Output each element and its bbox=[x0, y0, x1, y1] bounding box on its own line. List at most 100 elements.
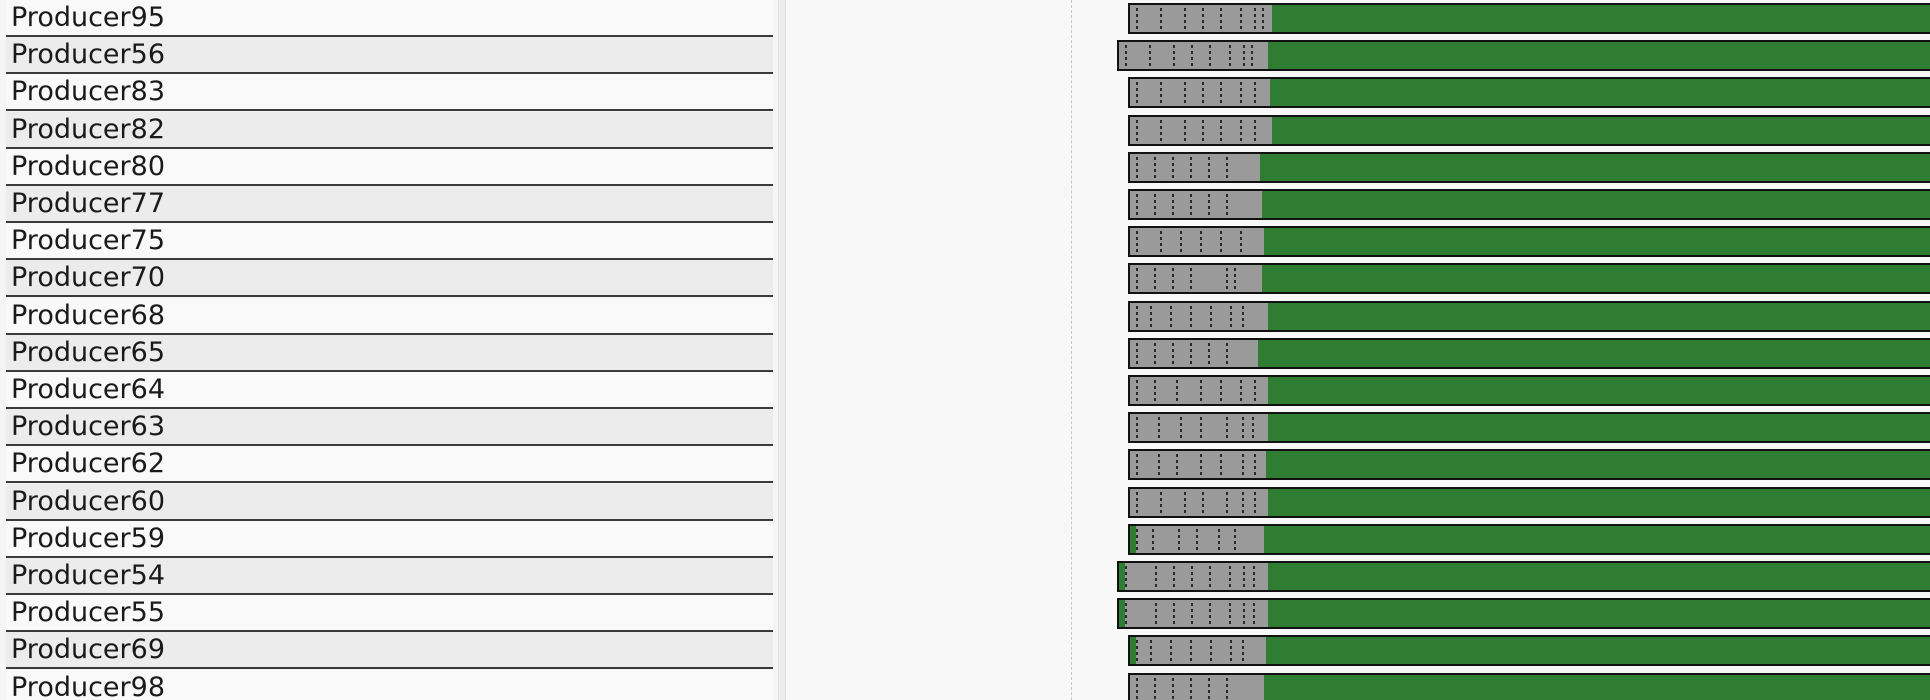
producer-row[interactable]: Producer60 bbox=[6, 484, 773, 521]
event-tick bbox=[1176, 454, 1178, 475]
pane-splitter[interactable] bbox=[778, 0, 786, 700]
producer-activity-bar[interactable] bbox=[1128, 375, 1930, 406]
waiting-segment bbox=[1130, 228, 1264, 255]
event-tick bbox=[1254, 454, 1256, 475]
producer-activity-bar[interactable] bbox=[1128, 524, 1930, 555]
event-tick bbox=[1202, 82, 1204, 103]
producer-row[interactable]: Producer56 bbox=[6, 37, 773, 74]
event-tick bbox=[1158, 417, 1160, 438]
waiting-segment bbox=[1130, 526, 1264, 553]
producer-row[interactable]: Producer98 bbox=[6, 670, 773, 700]
producer-row[interactable]: Producer59 bbox=[6, 521, 773, 558]
event-tick bbox=[1209, 566, 1211, 587]
producer-activity-bar[interactable] bbox=[1128, 226, 1930, 257]
producer-activity-bar[interactable] bbox=[1117, 598, 1930, 629]
producer-activity-bar[interactable] bbox=[1128, 77, 1930, 108]
event-tick bbox=[1136, 417, 1138, 438]
producer-row[interactable]: Producer75 bbox=[6, 223, 773, 260]
event-tick bbox=[1202, 8, 1204, 29]
producer-row[interactable]: Producer77 bbox=[6, 186, 773, 223]
producer-name-list: Producer95 Producer56 Producer83 Producer82… bbox=[0, 0, 778, 700]
event-tick bbox=[1208, 194, 1210, 215]
producer-activity-bar[interactable] bbox=[1128, 152, 1930, 183]
waiting-segment bbox=[1130, 377, 1268, 404]
event-tick bbox=[1180, 417, 1182, 438]
event-tick bbox=[1218, 529, 1220, 550]
producer-row[interactable]: Producer65 bbox=[6, 335, 773, 372]
event-tick bbox=[1253, 566, 1255, 587]
producer-row[interactable]: Producer62 bbox=[6, 446, 773, 483]
event-tick bbox=[1243, 45, 1245, 66]
producer-row[interactable]: Producer54 bbox=[6, 558, 773, 595]
event-tick bbox=[1191, 45, 1193, 66]
producer-row[interactable]: Producer80 bbox=[6, 149, 773, 186]
event-tick bbox=[1190, 343, 1192, 364]
producer-activity-bar[interactable] bbox=[1128, 263, 1930, 294]
producer-activity-bar[interactable] bbox=[1128, 301, 1930, 332]
producer-name-label: Producer77 bbox=[11, 188, 165, 219]
event-tick bbox=[1184, 492, 1186, 513]
event-tick bbox=[1254, 492, 1256, 513]
event-tick bbox=[1184, 8, 1186, 29]
producer-name-label: Producer56 bbox=[11, 39, 165, 70]
event-tick bbox=[1220, 454, 1222, 475]
waiting-segment bbox=[1130, 340, 1258, 367]
event-tick bbox=[1229, 603, 1231, 624]
event-tick bbox=[1180, 231, 1182, 252]
event-tick bbox=[1136, 492, 1138, 513]
producer-row[interactable]: Producer68 bbox=[6, 298, 773, 335]
producer-name-label: Producer75 bbox=[11, 225, 165, 256]
producer-activity-bar[interactable] bbox=[1128, 635, 1930, 666]
waiting-segment bbox=[1130, 414, 1268, 441]
event-tick bbox=[1226, 343, 1228, 364]
producer-activity-bar[interactable] bbox=[1117, 40, 1930, 71]
producer-activity-bar[interactable] bbox=[1128, 3, 1930, 34]
active-lead-segment bbox=[1130, 526, 1136, 553]
event-tick bbox=[1220, 380, 1222, 401]
producer-activity-bar[interactable] bbox=[1128, 189, 1930, 220]
event-tick bbox=[1149, 45, 1151, 66]
producer-row[interactable]: Producer55 bbox=[6, 595, 773, 632]
event-tick bbox=[1172, 157, 1174, 178]
active-lead-segment bbox=[1119, 600, 1125, 627]
producer-activity-bar[interactable] bbox=[1117, 561, 1930, 592]
producer-row[interactable]: Producer82 bbox=[6, 112, 773, 149]
event-tick bbox=[1240, 120, 1242, 141]
waiting-segment bbox=[1119, 600, 1268, 627]
waiting-segment bbox=[1119, 42, 1268, 69]
producer-name-label: Producer82 bbox=[11, 114, 165, 145]
producer-activity-bar[interactable] bbox=[1128, 673, 1930, 700]
event-tick bbox=[1136, 8, 1138, 29]
event-tick bbox=[1210, 306, 1212, 327]
waiting-segment bbox=[1130, 265, 1262, 292]
event-tick bbox=[1226, 194, 1228, 215]
producer-name-label: Producer63 bbox=[11, 411, 165, 442]
event-tick bbox=[1172, 343, 1174, 364]
producer-activity-bar[interactable] bbox=[1128, 487, 1930, 518]
event-tick bbox=[1240, 380, 1242, 401]
producer-activity-bar[interactable] bbox=[1128, 412, 1930, 443]
event-tick bbox=[1230, 640, 1232, 661]
producer-activity-bar[interactable] bbox=[1128, 115, 1930, 146]
event-tick bbox=[1242, 306, 1244, 327]
producer-row[interactable]: Producer83 bbox=[6, 74, 773, 111]
event-tick bbox=[1136, 454, 1138, 475]
producer-row[interactable]: Producer69 bbox=[6, 632, 773, 669]
producer-activity-bar[interactable] bbox=[1128, 338, 1930, 369]
producer-row[interactable]: Producer95 bbox=[6, 0, 773, 37]
event-tick bbox=[1154, 157, 1156, 178]
event-tick bbox=[1226, 417, 1228, 438]
producer-row[interactable]: Producer70 bbox=[6, 260, 773, 297]
event-tick bbox=[1136, 268, 1138, 289]
event-tick bbox=[1190, 306, 1192, 327]
event-tick bbox=[1136, 194, 1138, 215]
active-lead-segment bbox=[1119, 563, 1125, 590]
time-guide-line bbox=[1071, 0, 1072, 700]
producer-activity-bar[interactable] bbox=[1128, 449, 1930, 480]
event-tick bbox=[1202, 492, 1204, 513]
producer-row[interactable]: Producer63 bbox=[6, 409, 773, 446]
event-tick bbox=[1226, 678, 1228, 699]
event-tick bbox=[1243, 566, 1245, 587]
event-tick bbox=[1200, 380, 1202, 401]
producer-row[interactable]: Producer64 bbox=[6, 372, 773, 409]
